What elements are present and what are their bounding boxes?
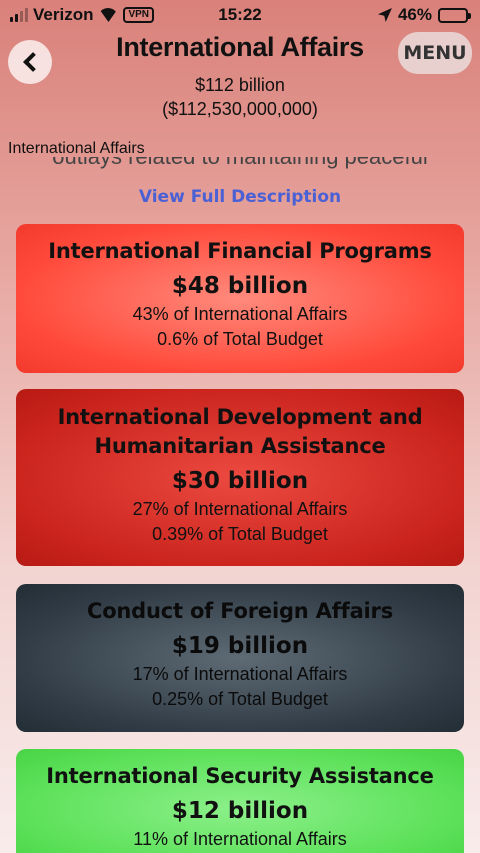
card-title-line2: Humanitarian Assistance <box>94 434 386 458</box>
menu-button[interactable]: MENU <box>398 32 472 74</box>
status-right: 46% <box>377 5 471 25</box>
card-amount: $48 billion <box>171 273 309 299</box>
description-text: outlays related to maintaining peaceful <box>0 157 480 170</box>
category-card-international-security-assistance[interactable]: International Security Assistance $12 bi… <box>16 749 464 853</box>
card-title: Conduct of Foreign Affairs <box>86 599 393 623</box>
view-full-description-link[interactable]: View Full Description <box>138 187 342 207</box>
category-card-international-financial-programs[interactable]: International Financial Programs $48 bil… <box>16 224 464 373</box>
card-percent-total: 0.39% of Total Budget <box>152 524 328 544</box>
back-button[interactable] <box>8 40 52 84</box>
card-title: International Security Assistance <box>46 764 434 788</box>
card-title-line1: International Development and <box>57 405 423 429</box>
status-left: Verizon VPN <box>10 5 155 25</box>
card-percent-total: 0.25% of Total Budget <box>152 689 328 709</box>
card-percent-total: 0.6% of Total Budget <box>157 329 323 349</box>
signal-icon <box>10 8 28 22</box>
location-arrow-icon <box>377 8 392 22</box>
card-percent-category: 17% of International Affairs <box>132 664 348 684</box>
battery-icon <box>438 7 471 23</box>
category-card-conduct-of-foreign-affairs[interactable]: Conduct of Foreign Affairs $19 billion 1… <box>16 584 464 732</box>
carrier-label: Verizon <box>33 5 94 24</box>
description-snippet: outlays related to maintaining peaceful <box>0 157 480 177</box>
card-percent-category: 27% of International Affairs <box>132 499 348 519</box>
card-amount: $19 billion <box>171 633 309 659</box>
card-title: International Financial Programs <box>48 239 432 263</box>
total-amount: $112 billion <box>195 75 285 95</box>
card-percent-category: 43% of International Affairs <box>132 304 348 324</box>
card-percent-category: 11% of International Affairs <box>133 829 347 849</box>
section-label: International Affairs <box>8 140 145 157</box>
status-time: 15:22 <box>218 5 262 24</box>
battery-percent: 46% <box>397 5 432 24</box>
category-card-international-development[interactable]: International Development and Humanitari… <box>16 389 464 566</box>
vpn-badge: VPN <box>123 7 155 23</box>
page-title: International Affairs <box>116 32 364 62</box>
card-amount: $30 billion <box>171 468 309 494</box>
total-amount-exact: ($112,530,000,000) <box>162 99 318 119</box>
status-bar: Verizon VPN 15:22 46% <box>0 0 480 32</box>
card-amount: $12 billion <box>171 798 309 824</box>
